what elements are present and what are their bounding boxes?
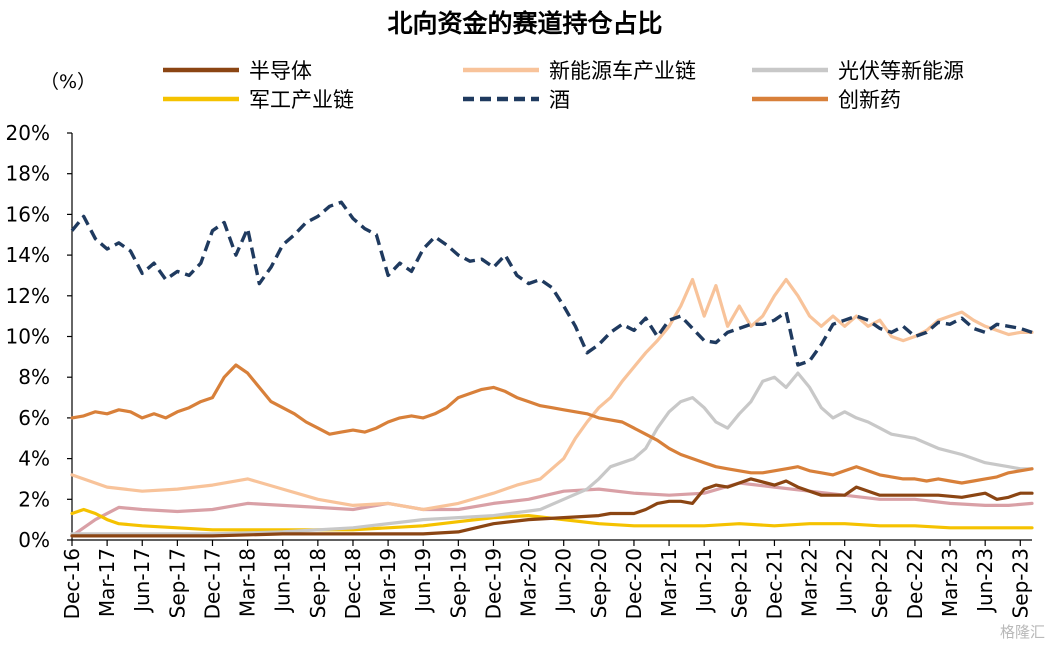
x-tick-label: Dec-19	[481, 548, 505, 619]
x-tick-label: Dec-18	[341, 548, 365, 619]
x-tick-label: Sep-21	[727, 548, 751, 618]
x-tick-label: Sep-23	[1008, 548, 1032, 618]
x-tick-label: Dec-20	[622, 548, 646, 619]
x-tick-label: Jun-23	[973, 548, 997, 614]
y-tick-label: 0%	[18, 528, 50, 552]
x-tick-label: Mar-22	[798, 548, 822, 617]
y-tick-label: 10%	[6, 325, 50, 349]
watermark: 格隆汇	[1000, 623, 1045, 641]
chart-title: 北向资金的赛道持仓占比	[387, 9, 662, 38]
y-tick-label: 20%	[6, 121, 50, 145]
x-tick-label: Sep-19	[446, 548, 470, 618]
y-tick-label: 18%	[6, 162, 50, 186]
legend-label: 光伏等新能源	[838, 59, 964, 83]
legend-label: 创新药	[838, 88, 901, 112]
x-tick-label: Mar-18	[236, 548, 260, 617]
x-tick-label: Mar-20	[517, 548, 541, 617]
x-tick-label: Mar-19	[376, 548, 400, 617]
y-tick-label: 16%	[6, 202, 50, 226]
x-tick-label: Mar-23	[938, 548, 962, 617]
x-tick-label: Jun-21	[692, 548, 716, 614]
x-tick-label: Jun-19	[411, 548, 435, 614]
x-tick-label: Dec-16	[60, 548, 84, 619]
series-line-光伏等新能源	[70, 371, 1034, 536]
x-tick-label: Sep-17	[165, 548, 189, 618]
series-lines	[70, 200, 1034, 538]
legend-label: 新能源车产业链	[549, 59, 696, 83]
series-line-半导体	[70, 477, 1034, 538]
x-tick-label: Mar-17	[95, 548, 119, 617]
y-tick-label: 12%	[6, 284, 50, 308]
x-tick-label: Jun-17	[130, 548, 154, 614]
y-tick-label: 8%	[18, 365, 50, 389]
x-tick-label: Dec-21	[762, 548, 786, 619]
y-axis: 0% 2% 4% 6% 8% 10% 12% 14% 16% 18% 20%	[6, 121, 73, 552]
x-tick-label: Sep-18	[306, 548, 330, 618]
y-tick-label: 6%	[18, 406, 50, 430]
x-tick-label: Mar-21	[657, 548, 681, 617]
series-line-酒	[70, 200, 1033, 367]
x-tick-label: Jun-20	[552, 548, 576, 614]
x-tick-label: Dec-22	[903, 548, 927, 619]
series-line-unlabeled	[70, 481, 1034, 538]
x-tick-label: Sep-20	[587, 548, 611, 618]
y-tick-label: 14%	[6, 243, 50, 267]
legend-label: 军工产业链	[249, 88, 354, 112]
series-line-军工产业链	[70, 507, 1034, 532]
x-tick-label: Jun-18	[271, 548, 295, 614]
series-line-创新药	[70, 363, 1034, 485]
x-axis: Dec-16 Mar-17 Jun-17 Sep-17 Dec-17 Mar-18 Jun-…	[60, 539, 1032, 619]
legend-label: 半导体	[249, 59, 312, 83]
y-tick-label: 2%	[18, 487, 50, 511]
unit-label: （%）	[40, 71, 96, 93]
x-tick-label: Jun-22	[833, 548, 857, 614]
y-tick-label: 4%	[18, 447, 50, 471]
x-tick-label: Dec-17	[200, 548, 224, 619]
legend-label: 酒	[549, 88, 570, 112]
x-tick-label: Sep-22	[868, 548, 892, 618]
